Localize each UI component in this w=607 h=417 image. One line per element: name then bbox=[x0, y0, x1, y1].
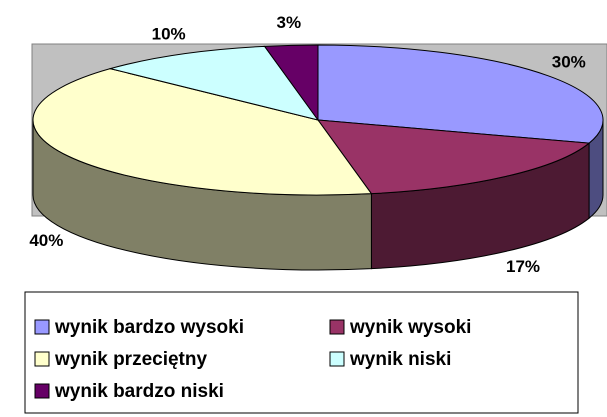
slice bbox=[316, 119, 591, 195]
legend-label: wynik bardzo niski bbox=[54, 381, 224, 402]
legend-swatch bbox=[329, 319, 345, 335]
legend-swatch bbox=[34, 383, 50, 399]
legend-label: wynik wysoki bbox=[349, 317, 471, 338]
slice bbox=[263, 44, 319, 122]
legend-label: wynik niski bbox=[349, 349, 451, 370]
slice bbox=[32, 68, 373, 196]
data-label: 10% bbox=[152, 24, 186, 43]
slice bbox=[317, 44, 604, 144]
legend-label: wynik przeciętny bbox=[54, 349, 207, 370]
slice bbox=[108, 45, 320, 121]
legend bbox=[24, 291, 579, 414]
legend-label: wynik bardzo wysoki bbox=[54, 317, 244, 338]
legend-swatch bbox=[34, 351, 50, 367]
data-label: 40% bbox=[29, 231, 63, 250]
legend-swatch bbox=[329, 351, 345, 367]
data-label: 3% bbox=[277, 13, 302, 32]
data-label: 17% bbox=[506, 257, 540, 276]
data-label: 30% bbox=[552, 52, 586, 71]
legend-swatch bbox=[34, 319, 50, 335]
